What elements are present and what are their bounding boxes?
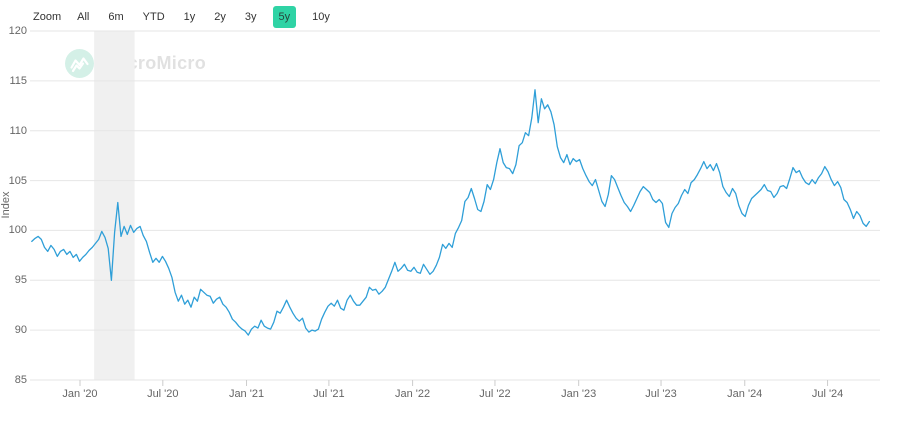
x-tick-label: Jan '21 bbox=[228, 388, 265, 400]
x-tick-label: Jul '22 bbox=[479, 388, 511, 400]
y-tick-label: 105 bbox=[8, 174, 27, 187]
range-button-1y[interactable]: 1y bbox=[183, 11, 196, 23]
x-tick-label: Jul '21 bbox=[313, 388, 345, 400]
range-button-ytd[interactable]: YTD bbox=[142, 11, 165, 23]
y-tick-label: 120 bbox=[8, 25, 27, 37]
range-button-3y[interactable]: 3y bbox=[244, 11, 257, 23]
x-tick-label: Jan '23 bbox=[561, 388, 597, 400]
x-tick-label: Jul '24 bbox=[811, 388, 844, 400]
x-tick-label: Jan '24 bbox=[727, 388, 763, 400]
y-tick-label: 95 bbox=[14, 274, 27, 287]
range-button-all[interactable]: All bbox=[77, 11, 90, 23]
range-button-2y[interactable]: 2y bbox=[214, 11, 226, 23]
range-button-10y[interactable]: 10y bbox=[312, 11, 330, 23]
range-button-5y[interactable]: 5y bbox=[272, 6, 297, 28]
y-tick-label: 110 bbox=[9, 124, 27, 137]
y-tick-label: 85 bbox=[14, 374, 27, 386]
range-toolbar: Zoom All 6m YTD 1y 2y 3y 5y 10y bbox=[33, 6, 333, 28]
y-axis-title: Index bbox=[0, 191, 12, 219]
x-tick-label: Jul '20 bbox=[147, 388, 179, 400]
y-tick-label: 90 bbox=[14, 324, 27, 337]
range-button-6m[interactable]: 6m bbox=[108, 11, 124, 23]
index-line-series[interactable] bbox=[31, 89, 871, 336]
y-tick-label: 115 bbox=[9, 74, 27, 87]
x-tick-label: Jan '20 bbox=[62, 388, 98, 400]
y-tick-label: 100 bbox=[8, 224, 27, 237]
x-tick-label: Jul '23 bbox=[645, 388, 677, 400]
macromicro-logo-icon bbox=[65, 49, 94, 78]
x-tick-label: Jan '22 bbox=[395, 388, 431, 400]
recession-band bbox=[94, 31, 135, 380]
zoom-label: Zoom bbox=[33, 11, 62, 23]
